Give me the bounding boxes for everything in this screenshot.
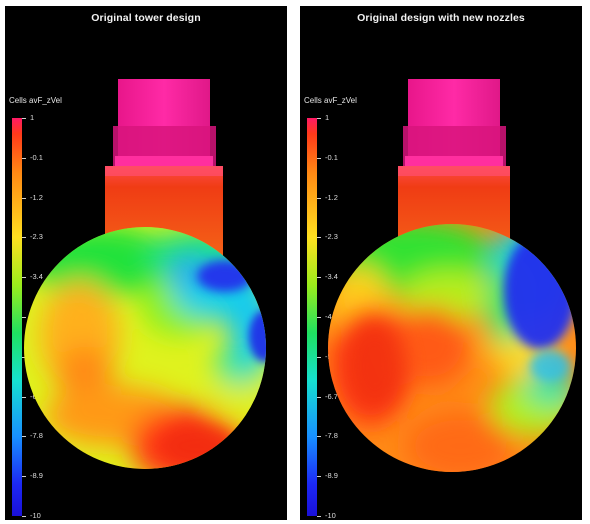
velocity-contour — [24, 227, 266, 469]
colorbar-title: Cells avF_zVel — [9, 96, 62, 105]
velocity-contour — [328, 224, 576, 472]
tower-velocity-render — [24, 79, 266, 469]
tower-velocity-render — [328, 79, 576, 472]
right-panel: Original design with new nozzles Cells a… — [300, 6, 582, 520]
colorbar — [12, 118, 22, 516]
colorbar — [307, 118, 317, 516]
colorbar-title: Cells avF_zVel — [304, 96, 357, 105]
panel-title: Original tower design — [91, 12, 201, 24]
left-panel: Original tower design Cells avF_zVel 1 -… — [5, 6, 287, 520]
panel-title: Original design with new nozzles — [357, 12, 525, 24]
